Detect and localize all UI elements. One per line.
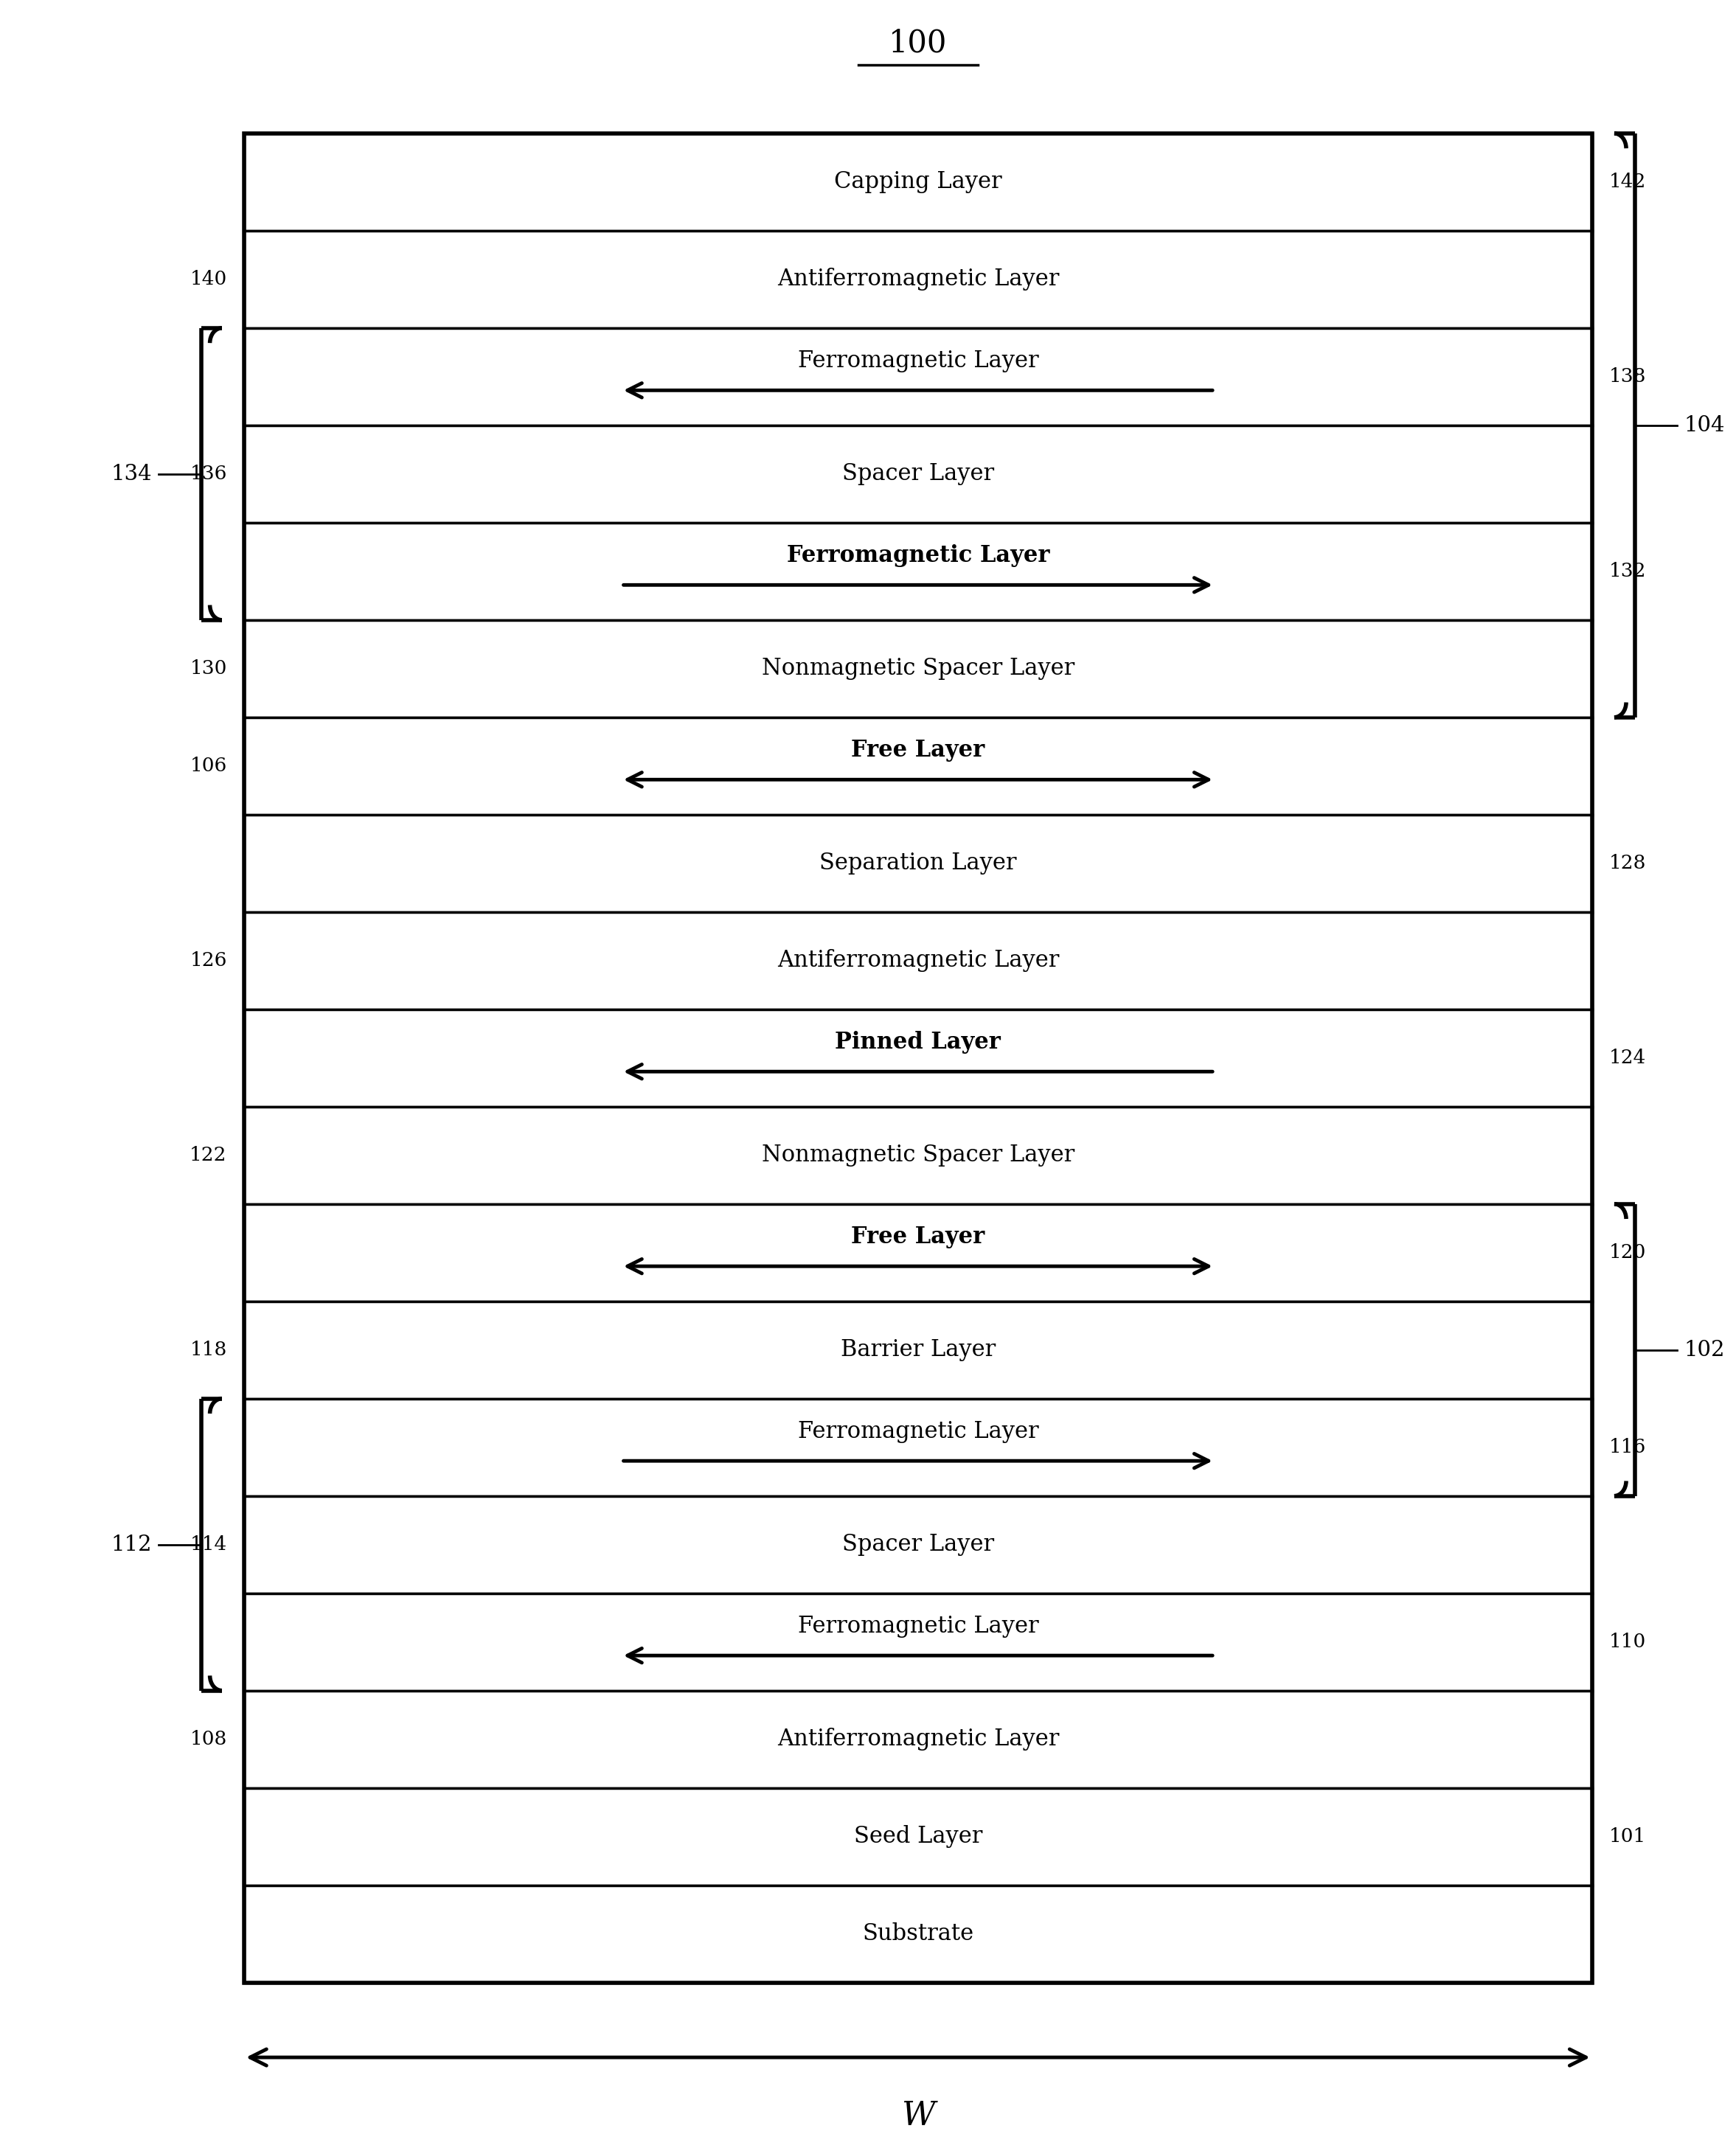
Text: Ferromagnetic Layer: Ferromagnetic Layer [797, 1615, 1038, 1637]
Text: W: W [901, 2101, 936, 2133]
Text: 124: 124 [1609, 1048, 1646, 1068]
Bar [245, 230, 1592, 329]
Bar [245, 1203, 1592, 1302]
Text: 138: 138 [1609, 367, 1646, 387]
Bar [245, 717, 1592, 814]
Text: 140: 140 [189, 271, 227, 288]
Text: Free Layer: Free Layer [851, 1227, 984, 1248]
Bar [245, 1106, 1592, 1203]
Text: Ferromagnetic Layer: Ferromagnetic Layer [797, 350, 1038, 372]
Text: 122: 122 [189, 1147, 227, 1164]
Text: Antiferromagnetic Layer: Antiferromagnetic Layer [778, 1727, 1059, 1751]
Text: 126: 126 [189, 952, 227, 971]
Text: 102: 102 [1684, 1340, 1726, 1360]
Text: 108: 108 [189, 1729, 227, 1748]
Text: Seed Layer: Seed Layer [854, 1826, 983, 1847]
Text: 134: 134 [111, 464, 151, 483]
Bar [245, 133, 1592, 230]
Bar [245, 814, 1592, 913]
Text: Spacer Layer: Spacer Layer [842, 1534, 995, 1555]
Text: 130: 130 [189, 659, 227, 679]
Text: Nonmagnetic Spacer Layer: Nonmagnetic Spacer Layer [762, 1145, 1075, 1166]
Bar [245, 1398, 1592, 1495]
Text: Pinned Layer: Pinned Layer [835, 1031, 1002, 1055]
Text: 100: 100 [889, 28, 948, 58]
Text: 136: 136 [189, 464, 227, 483]
Bar [245, 1886, 1592, 1983]
Bar [245, 425, 1592, 522]
Text: 104: 104 [1684, 415, 1726, 436]
Text: Free Layer: Free Layer [851, 739, 984, 763]
Bar [245, 522, 1592, 621]
Bar [245, 1690, 1592, 1787]
Text: 112: 112 [111, 1534, 151, 1555]
Text: Ferromagnetic Layer: Ferromagnetic Layer [786, 543, 1050, 567]
Bar [245, 1787, 1592, 1886]
Bar [245, 1594, 1592, 1690]
Bar [245, 621, 1592, 717]
Bar [245, 133, 1592, 1983]
Text: 106: 106 [189, 756, 227, 775]
Text: Antiferromagnetic Layer: Antiferromagnetic Layer [778, 268, 1059, 290]
Bar [245, 329, 1592, 425]
Text: Spacer Layer: Spacer Layer [842, 462, 995, 485]
Bar [245, 1495, 1592, 1594]
Text: 110: 110 [1609, 1632, 1646, 1652]
Text: 142: 142 [1609, 172, 1646, 191]
Text: 132: 132 [1609, 563, 1646, 580]
Text: Separation Layer: Separation Layer [819, 853, 1017, 874]
Bar [245, 913, 1592, 1010]
Bar [245, 1302, 1592, 1398]
Text: Nonmagnetic Spacer Layer: Nonmagnetic Spacer Layer [762, 657, 1075, 681]
Text: Barrier Layer: Barrier Layer [840, 1338, 995, 1362]
Text: 128: 128 [1609, 855, 1646, 872]
Text: Capping Layer: Capping Layer [833, 170, 1002, 193]
Text: Substrate: Substrate [863, 1922, 974, 1946]
Text: 114: 114 [189, 1536, 227, 1553]
Text: Ferromagnetic Layer: Ferromagnetic Layer [797, 1420, 1038, 1443]
Text: 120: 120 [1609, 1244, 1646, 1261]
Text: 118: 118 [189, 1340, 227, 1360]
Text: 101: 101 [1609, 1828, 1646, 1845]
Text: Antiferromagnetic Layer: Antiferromagnetic Layer [778, 949, 1059, 973]
Text: 116: 116 [1609, 1437, 1646, 1456]
Bar [245, 1010, 1592, 1106]
